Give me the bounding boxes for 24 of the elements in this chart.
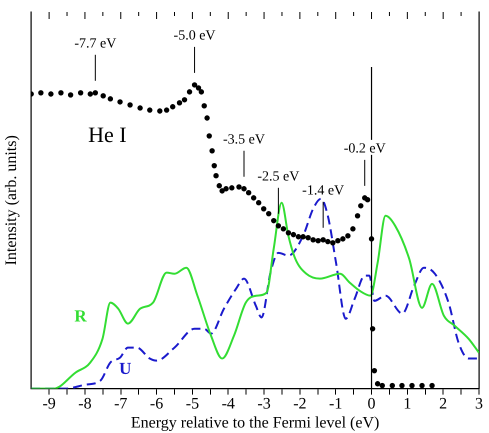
x-tick-label: -7 <box>114 395 128 412</box>
annotation: -7.7 eV <box>74 36 116 52</box>
x-tick-label: -5 <box>186 395 200 412</box>
x-tick-label: -1 <box>329 395 342 412</box>
annotation: -3.5 eV <box>222 132 265 148</box>
x-tick-label: 3 <box>475 395 483 412</box>
x-tick-label: 0 <box>368 395 376 412</box>
annotation: -0.2 eV <box>344 142 386 157</box>
series-label: R <box>74 306 88 326</box>
x-tick-label: -8 <box>78 395 92 412</box>
series-label: U <box>119 359 132 378</box>
x-tick-label: 2 <box>439 395 448 412</box>
y-axis-title: Intensity (arb. units) <box>2 135 20 266</box>
x-axis-title: Energy relative to the Fermi level (eV) <box>130 414 380 432</box>
x-tick-label: -2 <box>293 395 307 412</box>
annotation: -1.4 eV <box>302 183 344 198</box>
x-tick-label: -9 <box>42 395 56 412</box>
x-tick-label: -4 <box>222 395 235 412</box>
annotation: -5.0 eV <box>174 28 216 44</box>
x-tick-label: 1 <box>403 395 412 412</box>
x-tick-label: -6 <box>150 395 164 412</box>
series-label: He I <box>88 122 127 148</box>
annotation: -2.5 eV <box>257 169 300 184</box>
x-tick-label: -3 <box>257 395 271 412</box>
